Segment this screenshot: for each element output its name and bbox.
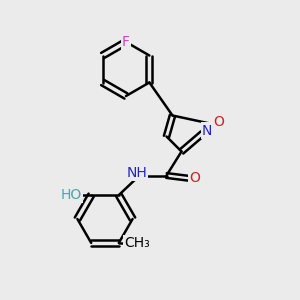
Text: NH: NH	[126, 166, 147, 180]
Text: HO: HO	[61, 188, 82, 202]
Text: F: F	[122, 35, 130, 49]
Text: O: O	[190, 172, 200, 185]
Text: O: O	[214, 115, 224, 128]
Text: N: N	[202, 124, 212, 137]
Text: CH₃: CH₃	[124, 236, 150, 250]
